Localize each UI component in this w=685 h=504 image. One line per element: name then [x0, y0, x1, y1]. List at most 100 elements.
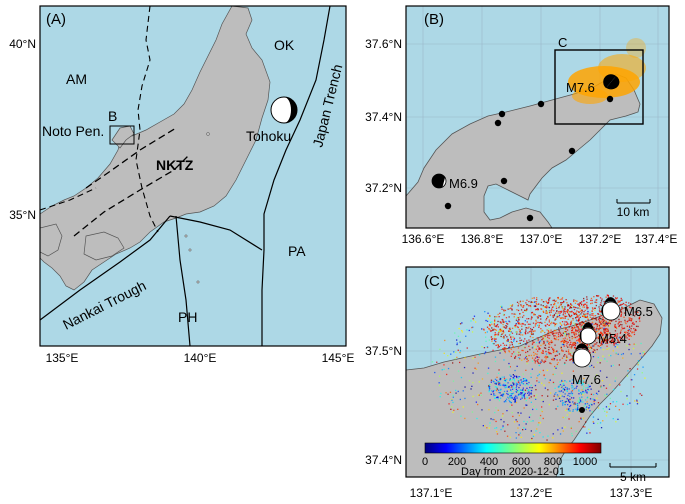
seismic-event-dot: [614, 334, 616, 336]
seismic-event-dot: [573, 403, 575, 405]
seismic-event-dot: [546, 334, 548, 336]
seismic-event-dot: [557, 429, 559, 431]
seismic-event-dot: [608, 408, 611, 410]
seismic-event-dot: [498, 383, 500, 385]
seismic-event-dot: [573, 299, 575, 301]
seismic-event-dot: [518, 323, 520, 325]
seismic-event-dot: [579, 308, 581, 310]
seismic-event-dot: [529, 323, 531, 325]
seismic-event-dot: [610, 355, 612, 357]
seismic-event-dot: [614, 380, 616, 382]
seismic-event-dot: [552, 322, 554, 324]
seismic-event-dot: [572, 328, 574, 331]
seismic-event-dot: [586, 406, 588, 408]
seismic-event-dot: [478, 381, 480, 383]
seismic-event-dot: [594, 301, 596, 303]
seismic-event-dot: [587, 346, 589, 349]
seismic-event-dot: [548, 321, 550, 323]
seismic-event-dot: [572, 401, 574, 403]
seismic-event-dot: [550, 392, 552, 394]
seismic-event-dot: [596, 397, 598, 399]
seismic-event-dot: [518, 318, 520, 320]
seismic-event-dot: [538, 325, 540, 327]
seismic-event-dot: [641, 356, 643, 358]
seismic-event-dot: [524, 309, 526, 312]
seismic-event-dot: [601, 319, 604, 321]
seismic-event-dot: [570, 307, 573, 309]
a-xtick-3: 145°E: [322, 351, 355, 365]
seismic-event-dot: [586, 397, 588, 399]
seismic-event-dot: [496, 388, 498, 390]
seismic-event-dot: [520, 436, 522, 438]
seismic-event-dot: [578, 393, 580, 395]
seismic-event-dot: [526, 354, 528, 357]
seismic-event-dot: [517, 321, 519, 324]
seismic-event-dot: [513, 379, 516, 381]
seismic-event-dot: [510, 394, 512, 397]
seismic-event-dot: [551, 308, 553, 310]
seismic-event-dot: [584, 315, 587, 317]
seismic-event-dot: [631, 379, 633, 381]
seismic-event-dot: [462, 390, 464, 392]
seismic-event-dot: [515, 432, 517, 434]
seismic-event-dot: [570, 316, 572, 318]
seismic-event-dot: [586, 316, 588, 318]
seismic-event-dot: [438, 382, 440, 384]
seismic-event-dot: [540, 304, 542, 306]
seismic-event-dot: [616, 401, 618, 403]
seismic-event-dot: [531, 297, 533, 299]
seismic-event-dot: [577, 401, 580, 403]
seismic-event-dot: [514, 355, 517, 358]
seismic-event-dot: [524, 392, 526, 395]
seismic-event-dot: [606, 334, 608, 336]
seismic-event-dot: [508, 316, 510, 318]
seismic-event-dot: [630, 353, 632, 355]
seismic-event-dot: [565, 340, 567, 342]
seismic-event-dot: [492, 418, 494, 421]
seismic-event-dot: [510, 401, 512, 403]
seismic-event-dot: [546, 439, 548, 441]
seismic-event-dot: [497, 320, 499, 323]
seismic-event-dot: [533, 305, 535, 307]
seismic-event-dot: [530, 396, 532, 398]
seismic-event-dot: [517, 381, 520, 383]
seismic-event-dot: [496, 396, 498, 399]
seismic-event-dot: [635, 313, 637, 315]
seismic-event-dot: [511, 384, 513, 386]
seismic-event-dot: [500, 344, 502, 346]
seismic-event-dot: [526, 380, 528, 383]
seismic-event-dot: [510, 384, 512, 386]
seismic-event-dot: [603, 330, 605, 332]
seismic-event-dot: [560, 311, 562, 313]
seismic-event-dot: [513, 383, 515, 385]
seismic-event-dot: [637, 325, 639, 328]
seismic-event-dot: [505, 347, 507, 350]
seismic-event-dot: [552, 333, 554, 335]
seismic-event-dot: [516, 301, 519, 303]
seismic-event-dot: [614, 297, 617, 299]
seismic-event-dot: [552, 315, 554, 317]
seismic-event-dot: [559, 390, 561, 393]
seismic-event-dot: [521, 381, 523, 383]
seismic-event-dot: [570, 320, 573, 322]
seismic-event-dot: [495, 383, 497, 385]
seismic-event-dot: [560, 346, 562, 348]
seismic-event-dot: [629, 334, 631, 336]
seismic-event-dot: [546, 311, 548, 313]
seismic-event-dot: [551, 341, 554, 343]
seismic-event-dot: [593, 400, 595, 403]
seismic-event-dot: [552, 350, 555, 352]
seismic-event-dot: [500, 388, 502, 390]
seismic-event-dot: [597, 361, 599, 364]
seismic-event-dot: [440, 392, 442, 395]
seismic-event-dot: [626, 309, 628, 311]
seismic-event-dot: [617, 344, 619, 346]
seismic-event-dot: [559, 359, 561, 361]
seismic-event-dot: [594, 349, 596, 351]
seismic-event-dot: [619, 384, 621, 386]
seismic-event-dot: [564, 321, 566, 323]
seismic-event-dot: [565, 345, 568, 347]
seismic-event-dot: [541, 399, 543, 401]
seismic-event-dot: [527, 327, 529, 329]
seismic-event-dot: [602, 322, 604, 324]
